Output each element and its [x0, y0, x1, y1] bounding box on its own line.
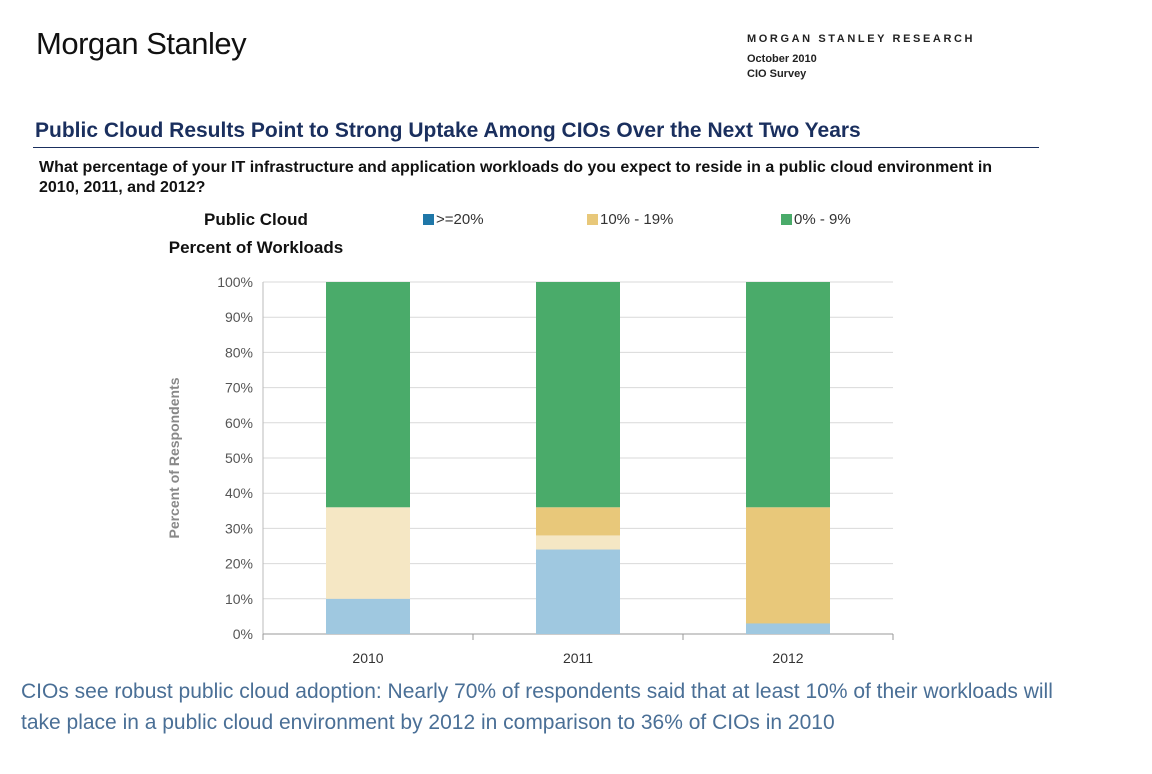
- legend-item-10-19: 10% - 19%: [587, 211, 673, 228]
- chart-title-line-2: Percent of Workloads: [168, 238, 344, 257]
- bar-segment: [536, 549, 620, 634]
- y-tick-label: 80%: [225, 344, 253, 360]
- y-tick-label: 60%: [225, 415, 253, 431]
- x-tick-label: 2011: [563, 650, 593, 666]
- legend-swatch-10-19: [587, 214, 598, 225]
- research-label: MORGAN STANLEY RESEARCH: [747, 33, 976, 45]
- legend-label-10-19: 10% - 19%: [600, 211, 674, 228]
- bar-segment: [326, 507, 410, 599]
- bar-segment: [746, 507, 830, 624]
- bar-segment: [326, 282, 410, 508]
- legend-swatch-0-9: [781, 214, 792, 225]
- y-tick-label: 100%: [217, 274, 253, 290]
- legend-label-0-9: 0% - 9%: [794, 211, 851, 228]
- x-tick-label: 2010: [352, 650, 383, 666]
- survey-question: What percentage of your IT infrastructur…: [39, 159, 993, 196]
- report-name: CIO Survey: [747, 68, 807, 80]
- bar-segment: [536, 282, 620, 508]
- headline-divider: [33, 147, 1039, 148]
- y-tick-label: 10%: [225, 591, 253, 607]
- page-headline: Public Cloud Results Point to Strong Upt…: [35, 119, 861, 142]
- bar-segment: [746, 282, 830, 508]
- legend-item-gte20: >=20%: [423, 211, 484, 228]
- legend-item-0-9: 0% - 9%: [781, 211, 851, 228]
- chart-caption: CIOs see robust public cloud adoption: N…: [21, 680, 1053, 734]
- legend-swatch-gte20: [423, 214, 434, 225]
- report-date: October 2010: [747, 53, 817, 65]
- y-tick-label: 50%: [225, 450, 253, 466]
- bar-segment: [326, 598, 410, 634]
- legend-label-gte20: >=20%: [436, 211, 484, 228]
- y-tick-label: 40%: [225, 485, 253, 501]
- y-tick-label: 70%: [225, 380, 253, 396]
- y-tick-label: 90%: [225, 309, 253, 325]
- morgan-stanley-logo: Morgan Stanley: [36, 26, 247, 61]
- chart-plot: 0% 10% 20% 30% 40% 50% 60% 70% 80% 90% 100% 2010 201…: [217, 274, 894, 666]
- y-tick-label: 0%: [233, 626, 253, 642]
- y-tick-label: 20%: [225, 556, 253, 572]
- report-info: MORGAN STANLEY RESEARCH October 2010 CIO…: [747, 33, 975, 82]
- bar-segment: [536, 507, 620, 536]
- bar-segment: [536, 535, 620, 550]
- chart-title-line-1: Public Cloud: [204, 210, 308, 229]
- y-tick-label: 30%: [225, 520, 253, 536]
- x-tick-label: 2012: [772, 650, 803, 666]
- chart-title: Public Cloud Percent of Workloads: [146, 206, 366, 262]
